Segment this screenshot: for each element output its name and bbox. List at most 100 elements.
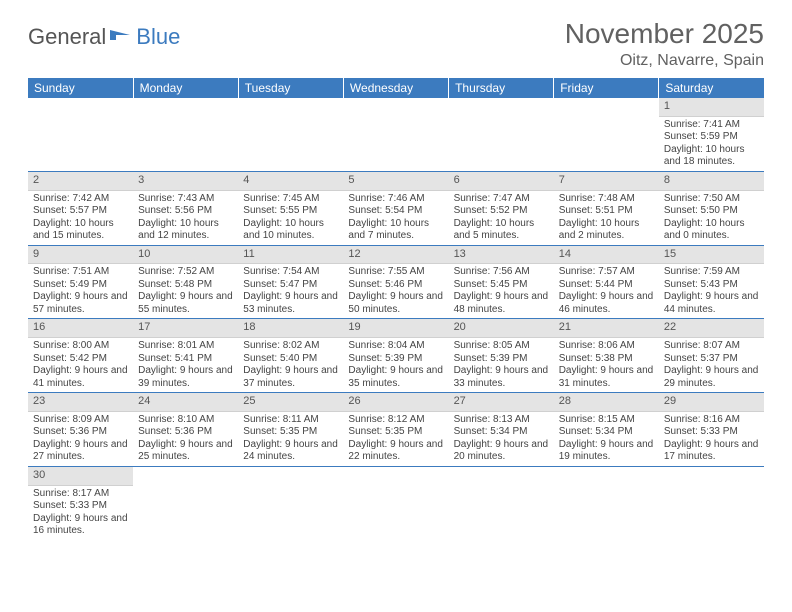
day-body: Sunrise: 7:52 AMSunset: 5:48 PMDaylight:… [133,264,238,318]
day-number: 13 [449,246,554,265]
day-sunset: Sunset: 5:52 PM [454,205,549,218]
day-sunrise: Sunrise: 8:02 AM [243,340,338,353]
day-sunset: Sunset: 5:51 PM [559,205,654,218]
calendar-cell-empty [554,466,659,539]
day-sunrise: Sunrise: 8:13 AM [454,414,549,427]
day-day: Daylight: 9 hours and 25 minutes. [138,439,233,464]
day-sunset: Sunset: 5:42 PM [33,353,128,366]
calendar-cell: 11Sunrise: 7:54 AMSunset: 5:47 PMDayligh… [238,245,343,319]
calendar-cell: 18Sunrise: 8:02 AMSunset: 5:40 PMDayligh… [238,319,343,393]
day-number: 16 [28,319,133,338]
calendar-cell: 6Sunrise: 7:47 AMSunset: 5:52 PMDaylight… [449,171,554,245]
day-number: 7 [554,172,659,191]
day-sunrise: Sunrise: 8:04 AM [348,340,443,353]
day-body: Sunrise: 8:04 AMSunset: 5:39 PMDaylight:… [343,338,448,392]
calendar-body: 1Sunrise: 7:41 AMSunset: 5:59 PMDaylight… [28,98,764,540]
calendar-cell: 15Sunrise: 7:59 AMSunset: 5:43 PMDayligh… [659,245,764,319]
calendar-cell-empty [343,98,448,171]
day-body: Sunrise: 8:17 AMSunset: 5:33 PMDaylight:… [28,486,133,540]
day-sunrise: Sunrise: 7:45 AM [243,193,338,206]
day-sunrise: Sunrise: 7:51 AM [33,266,128,279]
day-sunset: Sunset: 5:50 PM [664,205,759,218]
day-body: Sunrise: 7:57 AMSunset: 5:44 PMDaylight:… [554,264,659,318]
day-body: Sunrise: 7:48 AMSunset: 5:51 PMDaylight:… [554,191,659,245]
day-sunset: Sunset: 5:35 PM [348,426,443,439]
day-number: 11 [238,246,343,265]
day-body: Sunrise: 8:12 AMSunset: 5:35 PMDaylight:… [343,412,448,466]
day-number: 27 [449,393,554,412]
day-day: Daylight: 10 hours and 15 minutes. [33,218,128,243]
day-number: 1 [659,98,764,117]
day-day: Daylight: 10 hours and 12 minutes. [138,218,233,243]
col-header-tuesday: Tuesday [238,78,343,98]
day-day: Daylight: 9 hours and 55 minutes. [138,291,233,316]
day-number: 17 [133,319,238,338]
day-day: Daylight: 9 hours and 41 minutes. [33,365,128,390]
day-day: Daylight: 9 hours and 31 minutes. [559,365,654,390]
logo-word2: Blue [136,24,180,50]
day-sunrise: Sunrise: 7:59 AM [664,266,759,279]
logo: General Blue [28,24,180,50]
day-day: Daylight: 10 hours and 2 minutes. [559,218,654,243]
day-number: 10 [133,246,238,265]
day-body: Sunrise: 8:11 AMSunset: 5:35 PMDaylight:… [238,412,343,466]
day-day: Daylight: 9 hours and 24 minutes. [243,439,338,464]
day-number: 4 [238,172,343,191]
calendar-row: 9Sunrise: 7:51 AMSunset: 5:49 PMDaylight… [28,245,764,319]
day-sunset: Sunset: 5:36 PM [138,426,233,439]
day-sunrise: Sunrise: 8:12 AM [348,414,443,427]
day-day: Daylight: 9 hours and 39 minutes. [138,365,233,390]
day-body: Sunrise: 8:15 AMSunset: 5:34 PMDaylight:… [554,412,659,466]
calendar-cell: 23Sunrise: 8:09 AMSunset: 5:36 PMDayligh… [28,393,133,467]
day-sunset: Sunset: 5:56 PM [138,205,233,218]
day-body: Sunrise: 8:01 AMSunset: 5:41 PMDaylight:… [133,338,238,392]
calendar-cell: 16Sunrise: 8:00 AMSunset: 5:42 PMDayligh… [28,319,133,393]
day-sunset: Sunset: 5:43 PM [664,279,759,292]
day-sunrise: Sunrise: 7:41 AM [664,119,759,132]
calendar-cell: 5Sunrise: 7:46 AMSunset: 5:54 PMDaylight… [343,171,448,245]
day-sunset: Sunset: 5:46 PM [348,279,443,292]
day-sunrise: Sunrise: 8:05 AM [454,340,549,353]
day-sunrise: Sunrise: 7:48 AM [559,193,654,206]
day-sunrise: Sunrise: 7:46 AM [348,193,443,206]
day-day: Daylight: 10 hours and 5 minutes. [454,218,549,243]
calendar-cell: 1Sunrise: 7:41 AMSunset: 5:59 PMDaylight… [659,98,764,171]
calendar-page: General Blue November 2025 Oitz, Navarre… [0,0,792,558]
day-body: Sunrise: 7:59 AMSunset: 5:43 PMDaylight:… [659,264,764,318]
day-sunrise: Sunrise: 8:15 AM [559,414,654,427]
title-block: November 2025 Oitz, Navarre, Spain [565,18,764,70]
day-day: Daylight: 9 hours and 35 minutes. [348,365,443,390]
calendar-cell: 2Sunrise: 7:42 AMSunset: 5:57 PMDaylight… [28,171,133,245]
day-day: Daylight: 10 hours and 10 minutes. [243,218,338,243]
day-body: Sunrise: 7:55 AMSunset: 5:46 PMDaylight:… [343,264,448,318]
day-body: Sunrise: 7:42 AMSunset: 5:57 PMDaylight:… [28,191,133,245]
day-sunset: Sunset: 5:45 PM [454,279,549,292]
day-sunrise: Sunrise: 7:43 AM [138,193,233,206]
day-number: 2 [28,172,133,191]
day-body: Sunrise: 7:46 AMSunset: 5:54 PMDaylight:… [343,191,448,245]
calendar-cell: 8Sunrise: 7:50 AMSunset: 5:50 PMDaylight… [659,171,764,245]
day-sunrise: Sunrise: 8:17 AM [33,488,128,501]
calendar-cell: 20Sunrise: 8:05 AMSunset: 5:39 PMDayligh… [449,319,554,393]
day-sunset: Sunset: 5:38 PM [559,353,654,366]
calendar-cell-empty [133,98,238,171]
day-body: Sunrise: 7:47 AMSunset: 5:52 PMDaylight:… [449,191,554,245]
calendar-cell: 27Sunrise: 8:13 AMSunset: 5:34 PMDayligh… [449,393,554,467]
day-sunset: Sunset: 5:54 PM [348,205,443,218]
calendar-cell: 30Sunrise: 8:17 AMSunset: 5:33 PMDayligh… [28,466,133,539]
day-day: Daylight: 9 hours and 53 minutes. [243,291,338,316]
day-number: 3 [133,172,238,191]
day-day: Daylight: 9 hours and 29 minutes. [664,365,759,390]
calendar-cell: 14Sunrise: 7:57 AMSunset: 5:44 PMDayligh… [554,245,659,319]
day-number: 20 [449,319,554,338]
day-sunrise: Sunrise: 7:55 AM [348,266,443,279]
calendar-cell: 26Sunrise: 8:12 AMSunset: 5:35 PMDayligh… [343,393,448,467]
calendar-cell: 25Sunrise: 8:11 AMSunset: 5:35 PMDayligh… [238,393,343,467]
calendar-cell: 17Sunrise: 8:01 AMSunset: 5:41 PMDayligh… [133,319,238,393]
calendar-cell-empty [659,466,764,539]
calendar-row: 30Sunrise: 8:17 AMSunset: 5:33 PMDayligh… [28,466,764,539]
day-sunset: Sunset: 5:34 PM [454,426,549,439]
day-sunset: Sunset: 5:35 PM [243,426,338,439]
day-body: Sunrise: 7:50 AMSunset: 5:50 PMDaylight:… [659,191,764,245]
day-body: Sunrise: 8:07 AMSunset: 5:37 PMDaylight:… [659,338,764,392]
